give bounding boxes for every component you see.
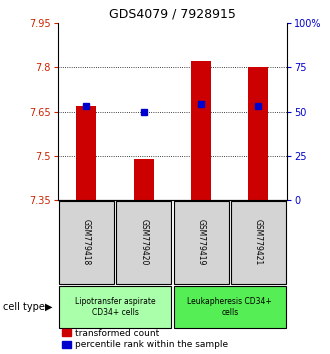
Bar	[174, 286, 286, 329]
Text: cell type: cell type	[3, 302, 45, 312]
Legend: transformed count, percentile rank within the sample: transformed count, percentile rank withi…	[62, 329, 228, 349]
Bar	[134, 159, 154, 200]
Bar	[59, 286, 171, 329]
Bar	[116, 201, 171, 284]
Text: Leukapheresis CD34+
cells: Leukapheresis CD34+ cells	[187, 297, 272, 317]
Title: GDS4079 / 7928915: GDS4079 / 7928915	[109, 7, 236, 21]
Bar	[191, 61, 211, 200]
Bar	[248, 67, 269, 200]
Bar	[76, 105, 96, 200]
Text: GSM779420: GSM779420	[139, 219, 148, 266]
Text: GSM779418: GSM779418	[82, 219, 91, 266]
Bar	[231, 201, 286, 284]
Bar	[59, 201, 114, 284]
Text: ▶: ▶	[45, 302, 52, 312]
Text: GSM779421: GSM779421	[254, 219, 263, 266]
Text: GSM779419: GSM779419	[197, 219, 206, 266]
Bar	[174, 201, 229, 284]
Text: Lipotransfer aspirate
CD34+ cells: Lipotransfer aspirate CD34+ cells	[75, 297, 155, 317]
